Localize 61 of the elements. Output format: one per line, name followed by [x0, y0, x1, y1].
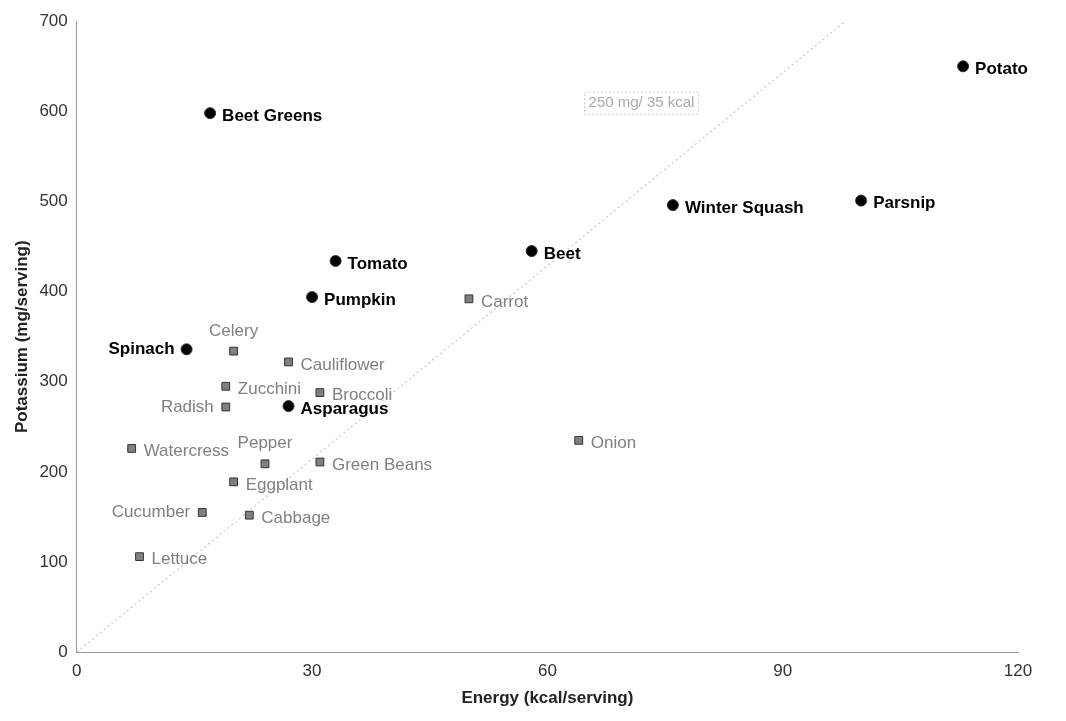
annotation: Radish — [160, 396, 214, 416]
point — [329, 254, 342, 267]
x-tick-label: 0 — [72, 661, 82, 681]
y-tick-label: 100 — [39, 551, 68, 571]
y-tick-label: 500 — [39, 191, 68, 211]
point — [464, 294, 474, 304]
point — [666, 199, 679, 212]
annotation: 250 mg/ 35 kcal — [588, 93, 695, 111]
annotation: Spinach — [108, 339, 175, 359]
point — [315, 388, 325, 397]
point — [135, 552, 144, 562]
annotation: Broccoli — [331, 385, 393, 405]
y-tick-label: 200 — [39, 461, 68, 481]
annotation: Green Beans — [331, 454, 433, 474]
annotation: Watercress — [143, 441, 229, 461]
annotation: Cucumber — [111, 502, 191, 522]
annotation: Eggplant — [245, 474, 314, 494]
point — [229, 346, 239, 356]
annotation: Potato — [975, 58, 1028, 78]
annotation: Winter Squash — [684, 197, 804, 217]
annotation: Beet — [543, 243, 581, 263]
annotation: Lettuce — [151, 549, 208, 569]
annotation: Pepper — [237, 433, 293, 453]
point — [197, 508, 207, 517]
y-tick-label: 400 — [39, 281, 68, 301]
point — [855, 194, 868, 207]
annotation: Parsnip — [873, 193, 936, 213]
point — [180, 343, 193, 356]
point — [315, 457, 325, 467]
x-tick-label: 120 — [1003, 661, 1033, 681]
annotation: Carrot — [480, 291, 529, 311]
point — [204, 107, 217, 120]
annotation: Zucchini — [237, 378, 302, 398]
point — [957, 60, 970, 73]
point — [306, 291, 319, 304]
y-axis-title: Potassium (mg/serving) — [11, 240, 31, 434]
x-tick-label: 60 — [537, 661, 557, 681]
point — [525, 245, 538, 258]
point — [127, 444, 137, 453]
x-tick-label: 90 — [773, 661, 793, 681]
point — [221, 402, 231, 412]
annotation: Cauliflower — [300, 354, 385, 374]
annotation: Pumpkin — [324, 289, 396, 309]
point — [282, 400, 295, 413]
point — [574, 435, 584, 445]
annotation: Celery — [209, 320, 259, 340]
annotation: Onion — [590, 433, 637, 453]
point — [284, 357, 293, 367]
point — [229, 477, 239, 487]
annotation: Cabbage — [261, 507, 331, 527]
point — [221, 381, 231, 391]
point — [260, 459, 270, 469]
y-tick-label: 600 — [39, 101, 68, 121]
x-axis-title: Energy (kcal/serving) — [461, 688, 634, 708]
y-tick-label: 0 — [58, 641, 68, 661]
y-tick-label: 700 — [39, 10, 68, 30]
x-tick-label: 30 — [302, 661, 322, 681]
point — [244, 510, 254, 520]
annotation: Beet Greens — [222, 105, 323, 125]
y-tick-label: 300 — [39, 371, 68, 391]
annotation: Tomato — [347, 253, 408, 273]
